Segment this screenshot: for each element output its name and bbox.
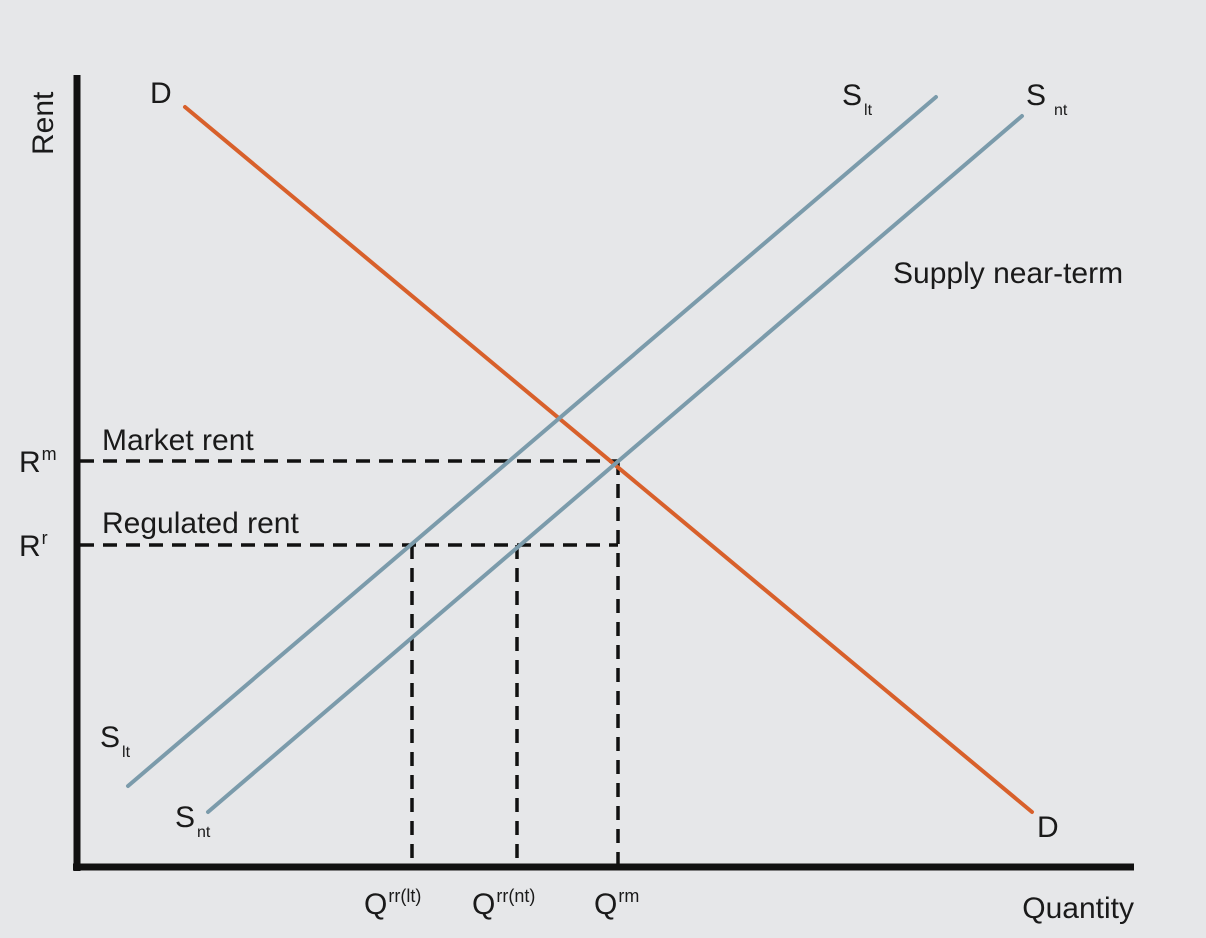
supply-near-term-annotation: Supply near-term: [893, 257, 1123, 290]
y-axis-label: Rent: [27, 91, 60, 155]
market-rent-annotation: Market rent: [102, 424, 254, 457]
demand-label-bottom: D: [1037, 811, 1059, 844]
regulated-rent-annotation: Regulated rent: [102, 507, 299, 540]
regulated-rent-tick-label: Rr: [19, 528, 48, 563]
q-rr-nt-tick-label: Qrr(nt): [472, 886, 535, 921]
supply-near-term-curve: [206, 114, 1024, 814]
x-axis-label: Quantity: [1022, 892, 1134, 925]
q-rm-tick-label: Qrm: [594, 886, 639, 921]
market-rent-tick-label: Rm: [19, 444, 57, 479]
supply-long-term-curve: [126, 95, 938, 788]
q-rr-lt-tick-label: Qrr(lt): [364, 886, 421, 921]
demand-curve: [183, 105, 1034, 814]
demand-label-top: D: [150, 77, 172, 110]
